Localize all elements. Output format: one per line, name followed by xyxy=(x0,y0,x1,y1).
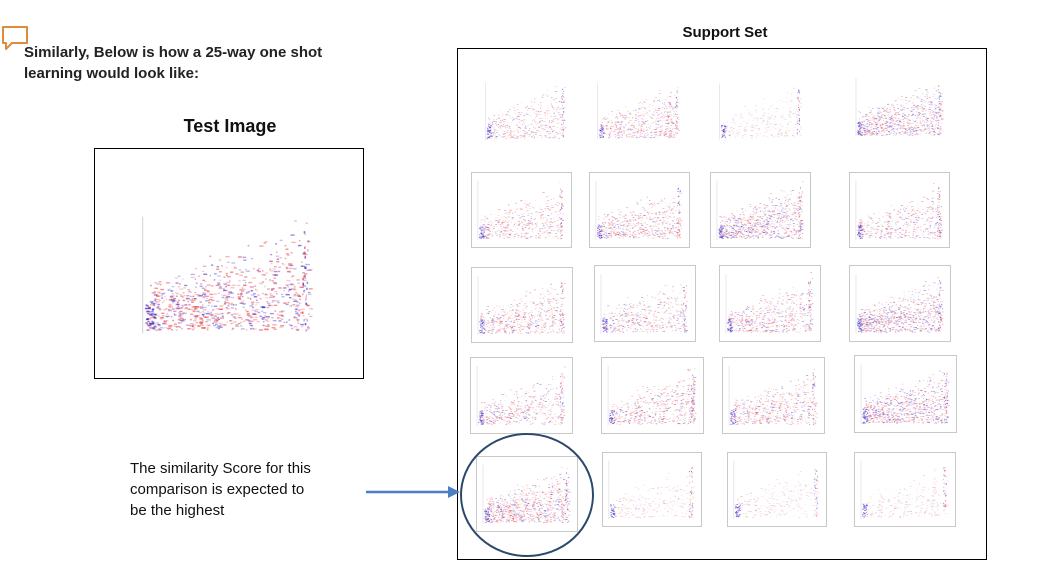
support-image xyxy=(722,357,825,434)
support-image xyxy=(850,70,950,144)
annotation-text: The similarity Score for this comparison… xyxy=(130,458,370,521)
support-set-title: Support Set xyxy=(682,24,768,41)
pointer-arrow xyxy=(366,486,460,498)
support-image xyxy=(594,265,696,342)
support-image-highlighted xyxy=(476,456,578,532)
support-image xyxy=(471,267,573,343)
support-image xyxy=(854,355,957,433)
support-image xyxy=(849,172,950,248)
support-image xyxy=(849,265,951,342)
support-image xyxy=(714,76,808,146)
support-image xyxy=(592,76,686,146)
support-image xyxy=(480,75,572,147)
support-image xyxy=(470,357,573,434)
test-image xyxy=(131,201,325,347)
support-image xyxy=(727,452,827,527)
support-image xyxy=(601,357,704,434)
support-image xyxy=(602,452,702,527)
support-image xyxy=(589,172,690,248)
support-image xyxy=(854,452,956,527)
annotation-line-1: The similarity Score for this xyxy=(130,460,311,477)
annotation-line-2: comparison is expected to xyxy=(130,481,305,498)
intro-line-2: learning would look like: xyxy=(24,65,200,82)
intro-line-1: Similarly, Below is how a 25-way one sho… xyxy=(24,44,323,61)
comment-icon[interactable] xyxy=(0,24,32,54)
support-image xyxy=(719,265,821,342)
support-image xyxy=(471,172,572,248)
test-image-title: Test Image xyxy=(183,116,277,136)
test-image-frame xyxy=(94,148,364,379)
annotation-line-3: be the highest xyxy=(130,502,225,519)
intro-text: Similarly, Below is how a 25-way one sho… xyxy=(24,42,404,84)
support-image xyxy=(710,172,811,248)
